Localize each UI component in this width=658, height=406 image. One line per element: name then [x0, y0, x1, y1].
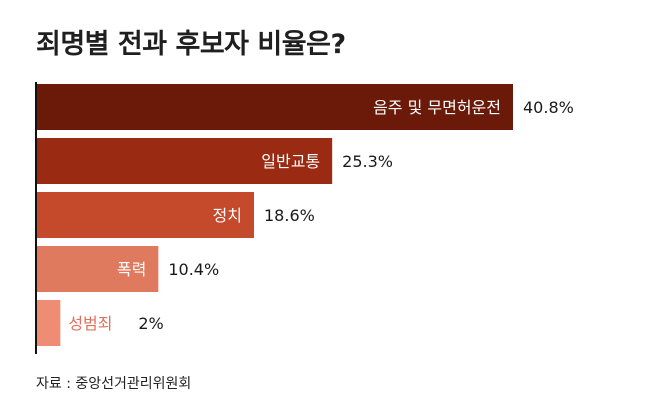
- bars-group: 음주 및 무면허운전 40.8% 일반교통 25.3% 정치 18.6% 폭력 10.4% 성범…: [37, 84, 574, 346]
- chart-title: 죄명별 전과 후보자 비율은?: [36, 29, 346, 60]
- category-label-1: 일반교통: [261, 152, 320, 171]
- bar-1: [37, 138, 333, 184]
- category-label-4: 성범죄: [68, 314, 112, 333]
- category-label-0: 음주 및 무면허운전: [373, 98, 501, 117]
- source-note: 자료 : 중앙선거관리위원회: [36, 376, 192, 392]
- category-label-2: 정치: [213, 206, 242, 225]
- value-label-0: 40.8%: [523, 98, 574, 117]
- value-label-3: 10.4%: [168, 260, 219, 279]
- value-label-4: 2%: [138, 314, 163, 333]
- bar-0: [37, 84, 513, 130]
- category-label-3: 폭력: [117, 260, 146, 279]
- value-label-1: 25.3%: [342, 152, 393, 171]
- bar-2: [37, 192, 254, 238]
- bar-4: [37, 300, 61, 346]
- value-label-2: 18.6%: [264, 206, 315, 225]
- bar-3: [37, 246, 159, 292]
